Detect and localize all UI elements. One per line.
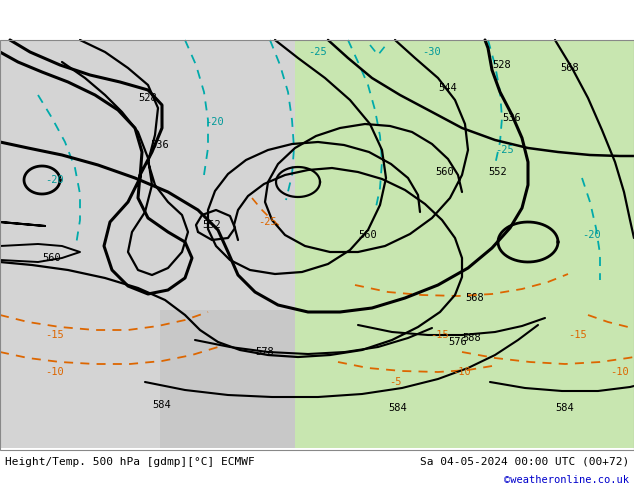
- Text: 584: 584: [389, 403, 408, 413]
- Text: 544: 544: [439, 83, 457, 93]
- Text: -25: -25: [259, 217, 278, 227]
- Text: 584: 584: [555, 403, 574, 413]
- Text: -10: -10: [46, 367, 65, 377]
- Text: 528: 528: [139, 93, 157, 103]
- Text: 536: 536: [151, 140, 169, 150]
- Text: 568: 568: [465, 293, 484, 303]
- Text: 560: 560: [359, 230, 377, 240]
- Text: -25: -25: [309, 47, 327, 57]
- Text: 588: 588: [463, 333, 481, 343]
- Polygon shape: [0, 40, 295, 450]
- Text: 552: 552: [489, 167, 507, 177]
- Text: 568: 568: [560, 63, 579, 73]
- Text: 578: 578: [256, 347, 275, 357]
- Polygon shape: [295, 40, 634, 450]
- Text: -10: -10: [453, 367, 471, 377]
- Text: -20: -20: [583, 230, 602, 240]
- Bar: [0, 448, 634, 490]
- Text: 528: 528: [493, 60, 512, 70]
- Text: -5: -5: [389, 377, 401, 387]
- Text: 560: 560: [42, 253, 61, 263]
- Text: -15: -15: [46, 330, 65, 340]
- Text: 552: 552: [203, 220, 221, 230]
- Text: -15: -15: [430, 330, 450, 340]
- Text: 560: 560: [436, 167, 455, 177]
- Text: -10: -10: [611, 367, 630, 377]
- Text: 536: 536: [503, 113, 521, 123]
- Text: -30: -30: [423, 47, 441, 57]
- Text: 584: 584: [153, 400, 171, 410]
- Text: -15: -15: [569, 330, 587, 340]
- Bar: [0, 40, 634, 450]
- Bar: [0, 40, 634, 450]
- Text: Sa 04-05-2024 00:00 UTC (00+72): Sa 04-05-2024 00:00 UTC (00+72): [420, 457, 629, 467]
- Text: ©weatheronline.co.uk: ©weatheronline.co.uk: [504, 475, 629, 485]
- Polygon shape: [160, 40, 295, 310]
- Text: -20: -20: [46, 175, 65, 185]
- Text: Height/Temp. 500 hPa [gdmp][°C] ECMWF: Height/Temp. 500 hPa [gdmp][°C] ECMWF: [5, 457, 255, 467]
- Text: -25: -25: [496, 145, 514, 155]
- Text: -20: -20: [205, 117, 224, 127]
- Text: 576: 576: [449, 337, 467, 347]
